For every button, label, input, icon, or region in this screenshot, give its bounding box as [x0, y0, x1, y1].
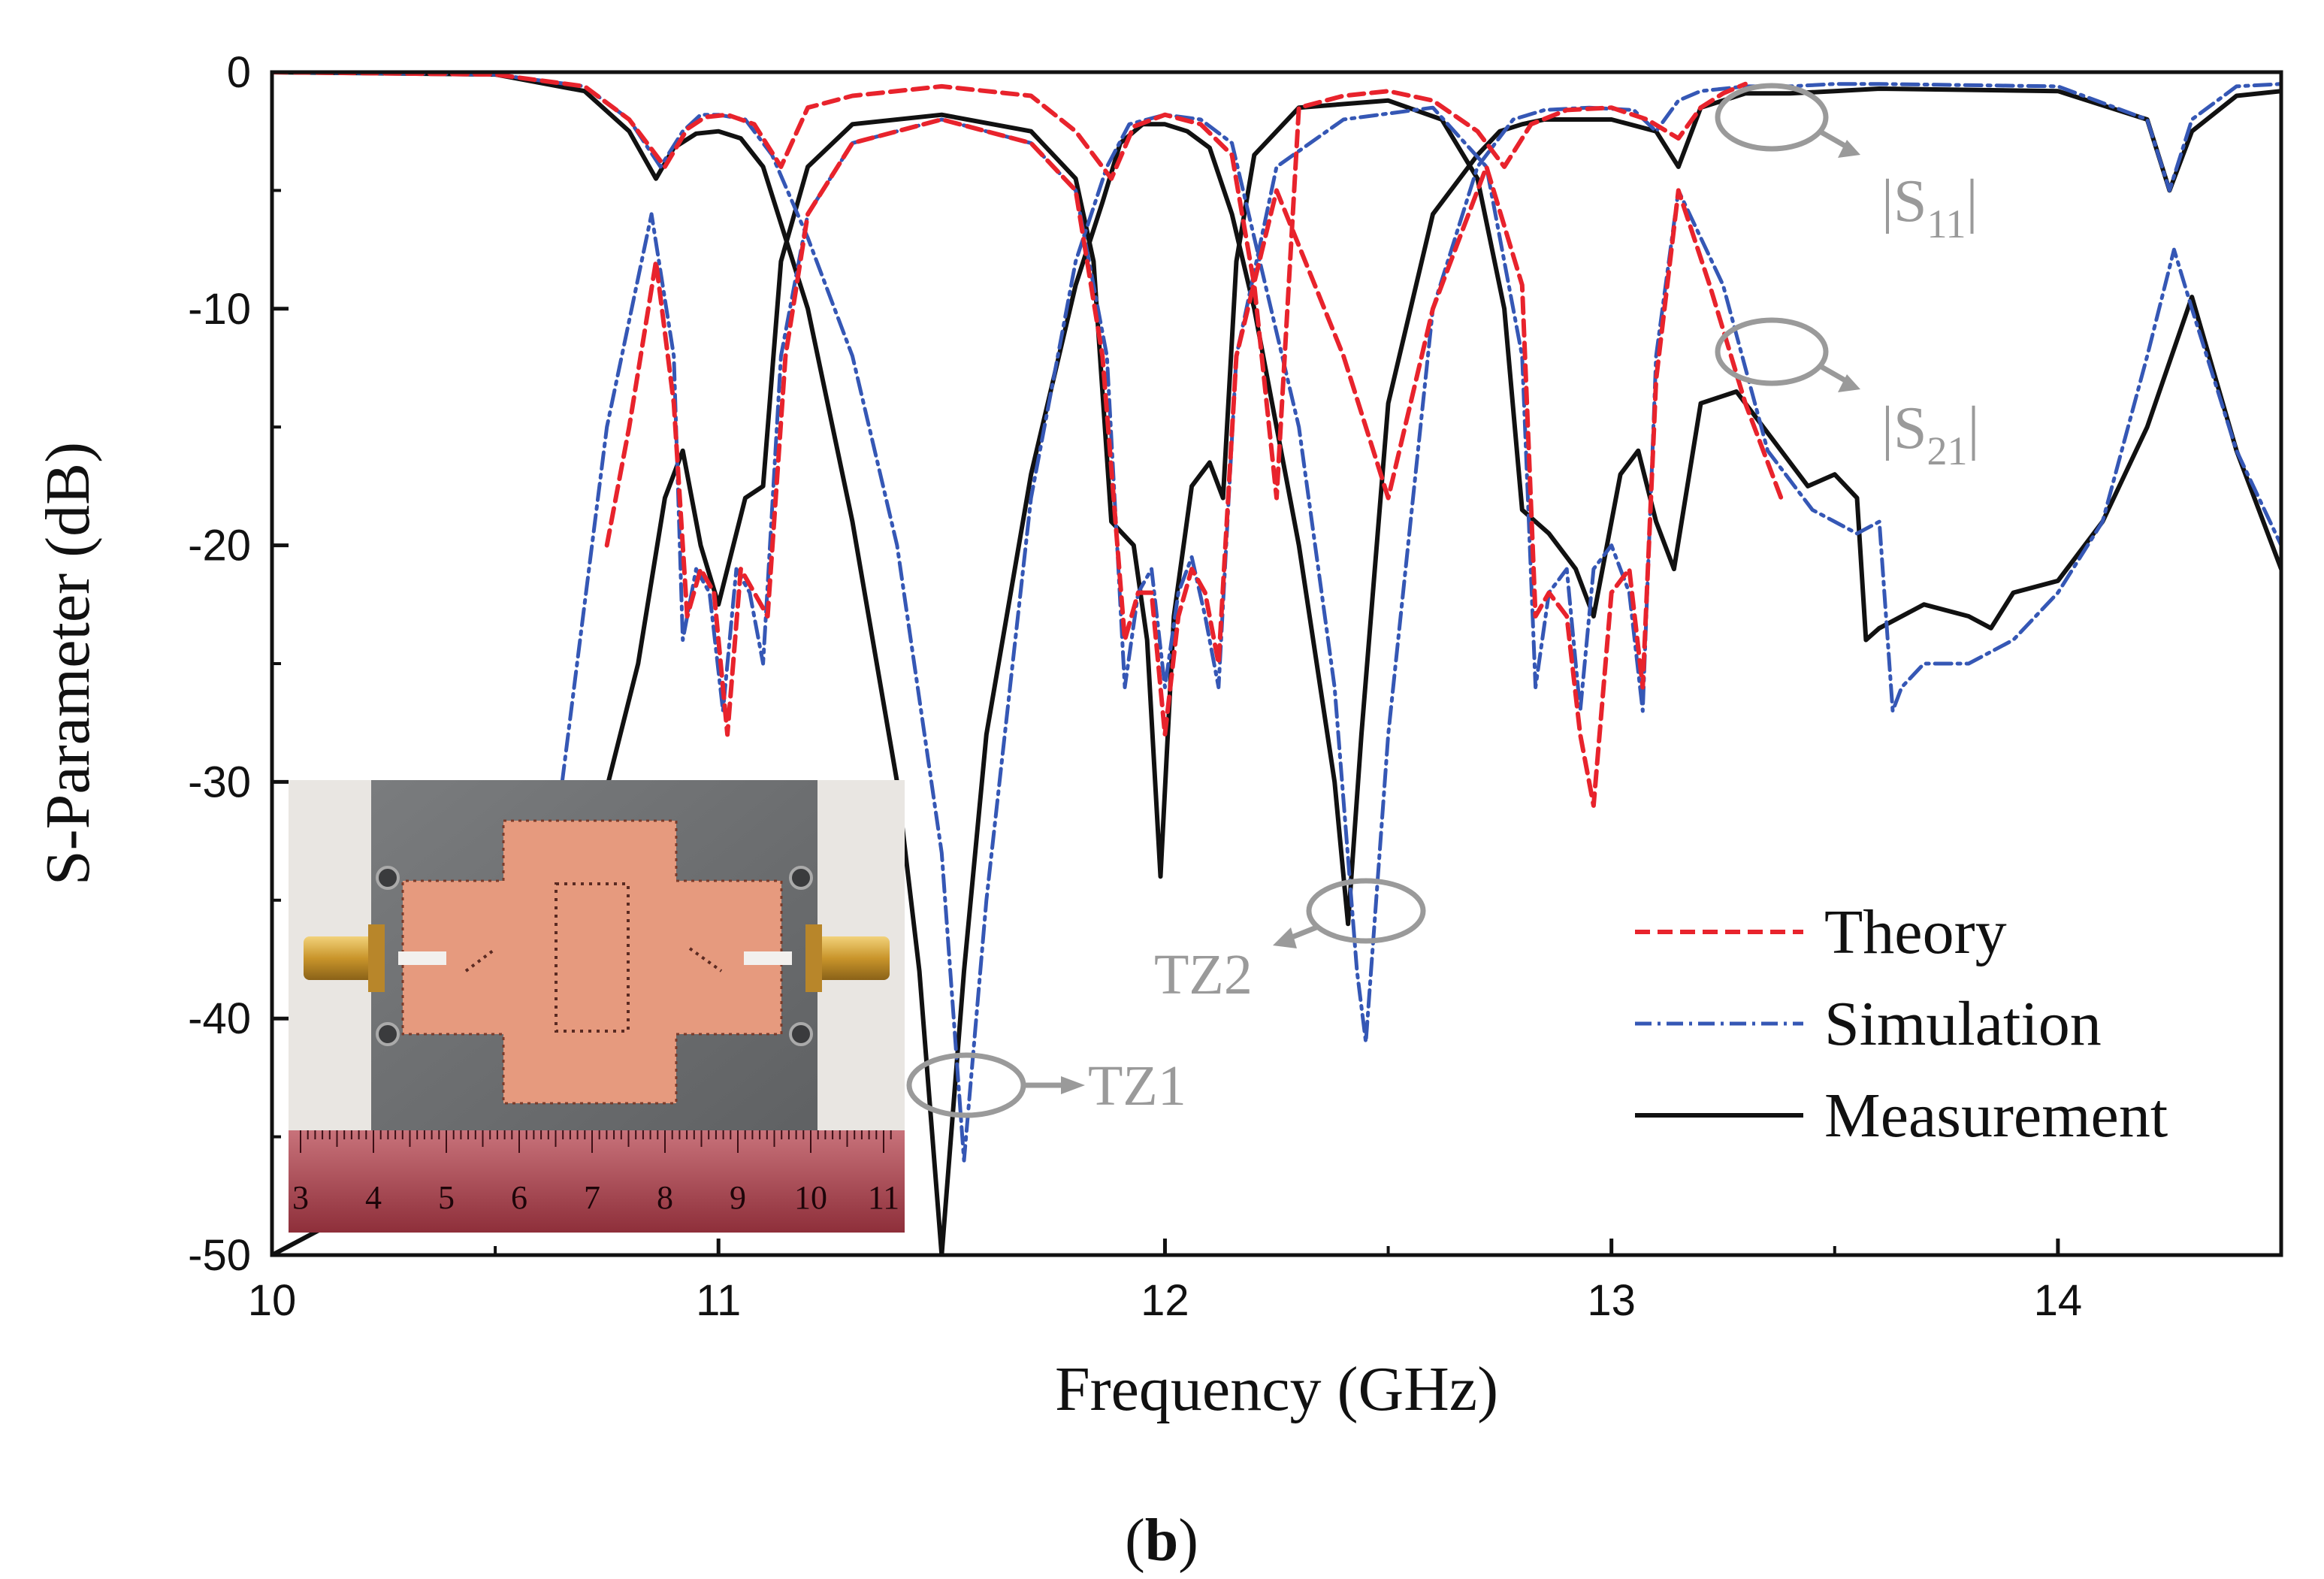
tz2-arrowhead [1273, 927, 1297, 948]
ruler-label: 5 [438, 1179, 455, 1216]
panel-label-close: ) [1178, 1508, 1198, 1574]
s11-label-sub: 11 [1927, 201, 1966, 247]
ruler-label: 10 [794, 1179, 827, 1216]
s21-label: |S21| [1881, 395, 1980, 473]
inset-ruler [289, 1130, 905, 1233]
s21-arrowhead [1838, 374, 1860, 392]
annotations: |S11| |S21| TZ1 TZ2 [906, 83, 1980, 1118]
legend: Theory Simulation Measurement [1635, 897, 2168, 1151]
panel-label: (b) [1125, 1508, 1198, 1574]
legend-label-theory: Theory [1824, 897, 2007, 967]
ruler-label: 7 [584, 1179, 600, 1216]
legend-label-measurement: Measurement [1824, 1081, 2168, 1151]
inset-feed-gap-left [398, 951, 446, 965]
ruler-label: 8 [657, 1179, 673, 1216]
x-axis-ticks: 10 11 12 13 14 [248, 1239, 2082, 1325]
s11-label-suffix: | [1966, 168, 1978, 234]
inset-via-left [464, 947, 497, 973]
x-tick-label: 13 [1587, 1276, 1636, 1325]
x-tick-label: 14 [2034, 1276, 2083, 1325]
inset-sma-right [814, 936, 890, 980]
x-tick-label: 10 [248, 1276, 297, 1325]
tz1-label: TZ1 [1088, 1054, 1186, 1118]
inset-photo: 3 4 5 6 7 8 9 10 11 [289, 780, 905, 1233]
y-axis-title: S-Parameter (dB) [33, 442, 103, 885]
y-tick-label: -10 [188, 285, 251, 334]
ruler-label: 11 [868, 1179, 899, 1216]
inset-sma-right-flange [805, 924, 822, 992]
series-measurement-s11 [272, 98, 2281, 1255]
s11-label: |S11| [1881, 168, 1978, 247]
ruler-label: 3 [292, 1179, 309, 1216]
series-theory-s11 [604, 117, 1784, 808]
x-tick-label: 11 [696, 1276, 741, 1325]
y-tick-label: -40 [188, 994, 251, 1043]
y-tick-label: 0 [227, 48, 251, 97]
y-axis-ticks: 0 -10 -20 -30 -40 -50 [188, 48, 289, 1280]
s11-arrowhead [1838, 140, 1860, 158]
s21-label-prefix: |S [1881, 395, 1927, 461]
ruler-label: 4 [365, 1179, 382, 1216]
series-layer [272, 72, 2281, 1255]
s11-marker-ellipse [1715, 83, 1829, 152]
tz2-marker-ellipse [1306, 878, 1426, 944]
inset-slot [555, 882, 630, 1033]
tz2-label: TZ2 [1154, 943, 1253, 1006]
inset-copper-cross [401, 819, 783, 1105]
s21-marker-ellipse [1715, 317, 1829, 386]
legend-label-simulation: Simulation [1824, 989, 2102, 1059]
inset-screw [789, 1022, 813, 1046]
ruler-ticks [300, 1130, 892, 1153]
s21-label-sub: 21 [1927, 428, 1968, 473]
tz1-arrowhead [1061, 1076, 1085, 1094]
ruler-label: 6 [511, 1179, 527, 1216]
series-simulation-s21 [272, 72, 2281, 1163]
inset-sma-left [304, 936, 376, 980]
y-tick-label: -20 [188, 522, 251, 570]
s11-label-prefix: |S [1881, 168, 1927, 234]
series-theory-s21 [272, 72, 1748, 501]
x-axis-title: Frequency (GHz) [1055, 1354, 1498, 1424]
y-tick-label: -30 [188, 758, 251, 806]
inset-sma-left-flange [368, 924, 385, 992]
inset-screw [789, 866, 813, 890]
x-tick-label: 12 [1141, 1276, 1189, 1325]
s21-label-suffix: | [1968, 395, 1980, 461]
panel-label-letter: b [1145, 1508, 1179, 1574]
y-tick-label: -50 [188, 1231, 251, 1280]
series-measurement-s21 [272, 72, 2281, 1255]
panel-label-open: ( [1125, 1508, 1145, 1574]
inset-via-right [688, 947, 723, 973]
inset-screw [376, 1022, 400, 1046]
inset-screw [376, 866, 400, 890]
ruler-label: 9 [730, 1179, 746, 1216]
inset-feed-gap-right [744, 951, 792, 965]
ruler-labels: 3 4 5 6 7 8 9 10 11 [292, 1179, 899, 1216]
series-simulation-s11 [560, 105, 2281, 784]
